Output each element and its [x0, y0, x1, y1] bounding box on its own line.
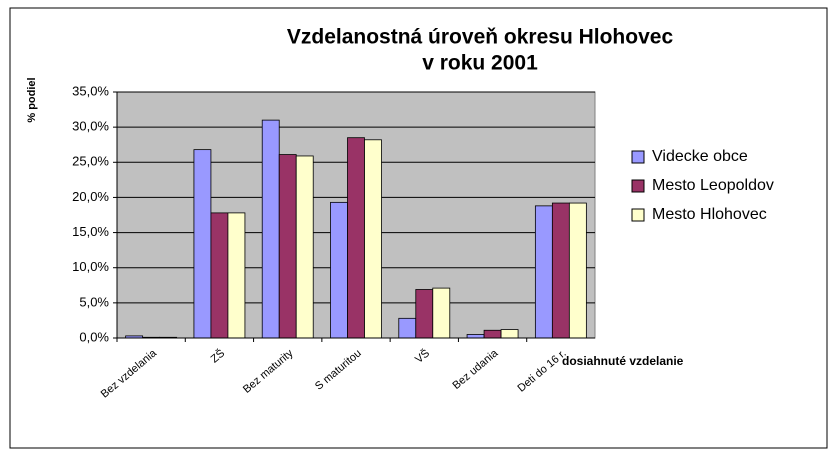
bar	[193, 149, 212, 339]
y-axis-label: % podiel	[26, 77, 38, 122]
chart-title: v roku 2001	[422, 52, 538, 75]
bar	[210, 212, 229, 339]
bar	[278, 154, 297, 339]
bar	[466, 334, 485, 339]
bar	[261, 119, 280, 339]
y-tick-label: 30,0%	[72, 119, 109, 134]
legend-label: Mesto Leopoldov	[652, 177, 774, 194]
y-tick-label: 5,0%	[79, 294, 109, 309]
bar	[568, 202, 587, 339]
bar	[432, 287, 451, 339]
bar	[364, 139, 382, 339]
legend-label: Videcke obce	[652, 148, 748, 165]
bar	[415, 289, 434, 339]
legend-swatch	[631, 208, 645, 222]
bar	[330, 201, 348, 339]
chart-title: Vzdelanostná úroveň okresu Hlohovec	[287, 26, 674, 49]
legend-swatch	[631, 150, 645, 164]
legend-label: Mesto Hlohovec	[652, 206, 767, 223]
bar	[398, 317, 417, 339]
y-tick-label: 10,0%	[72, 259, 109, 274]
bar	[534, 205, 553, 339]
bar	[551, 202, 570, 339]
y-tick-label: 25,0%	[72, 154, 109, 169]
bar	[500, 329, 519, 339]
y-tick-label: 15,0%	[72, 224, 109, 239]
y-tick-label: 35,0%	[72, 83, 109, 98]
y-tick-label: 20,0%	[72, 189, 109, 204]
bar	[483, 329, 502, 339]
bar	[347, 137, 365, 339]
bar	[227, 212, 246, 339]
legend-swatch	[631, 179, 645, 193]
bar	[295, 155, 314, 339]
x-axis-label: dosiahnuté vzdelanie	[562, 354, 684, 368]
y-tick-label: 0,0%	[79, 329, 109, 344]
